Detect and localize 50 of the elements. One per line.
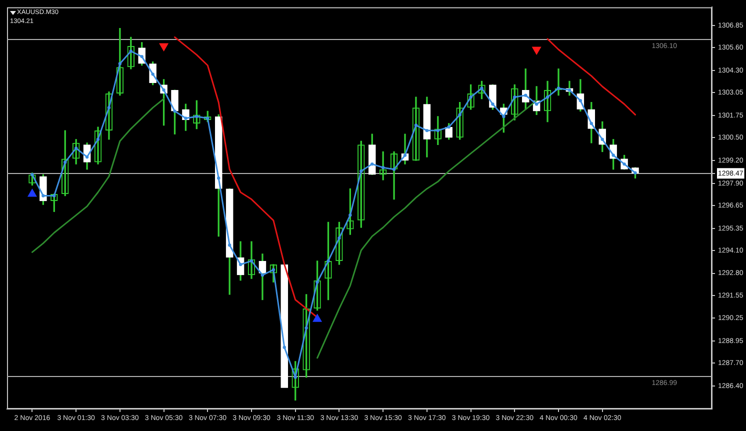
point (30, 173, 34, 176)
point (491, 102, 494, 106)
point (532, 46, 541, 54)
point (600, 138, 604, 141)
point (107, 106, 111, 110)
point (370, 162, 374, 166)
point (316, 280, 319, 284)
point (414, 124, 418, 127)
point (28, 189, 37, 197)
point (612, 154, 615, 157)
point (304, 326, 308, 330)
point (360, 169, 363, 173)
point (282, 346, 286, 349)
point (85, 155, 89, 159)
point (129, 50, 132, 53)
point (312, 314, 322, 322)
point (590, 122, 593, 126)
point (458, 113, 462, 116)
point (502, 114, 506, 118)
point (74, 146, 78, 150)
point (140, 54, 144, 58)
point (184, 116, 188, 120)
point (64, 160, 67, 164)
point (348, 214, 352, 217)
point (338, 236, 341, 240)
point (250, 259, 254, 263)
candlestick (412, 96, 420, 161)
candlestick (566, 80, 574, 96)
point (151, 72, 154, 76)
point (392, 168, 396, 171)
point (436, 128, 440, 132)
point (96, 138, 100, 141)
point (634, 171, 637, 174)
point (195, 114, 198, 118)
point (546, 95, 550, 99)
point (326, 259, 330, 263)
point (381, 166, 385, 170)
point (513, 95, 516, 99)
point (228, 244, 232, 247)
point (447, 125, 450, 129)
point (425, 128, 429, 132)
point (173, 110, 176, 113)
point (260, 273, 264, 277)
point (118, 62, 122, 66)
point (238, 262, 242, 266)
point (469, 95, 472, 99)
point (159, 43, 168, 51)
point (217, 176, 220, 180)
point (294, 376, 297, 379)
point (42, 194, 45, 198)
